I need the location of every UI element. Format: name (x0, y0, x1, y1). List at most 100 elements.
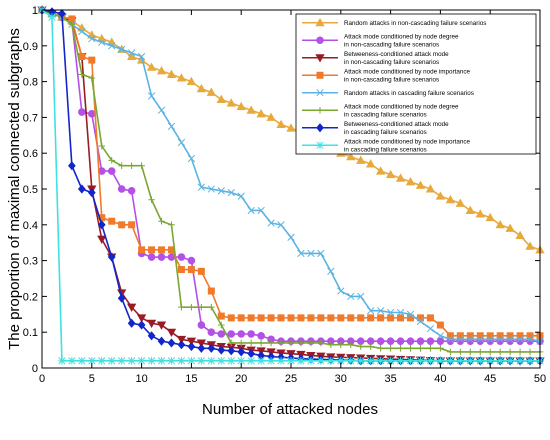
data-point (407, 345, 414, 352)
data-point (147, 92, 156, 100)
data-point (337, 287, 345, 295)
data-point (456, 335, 464, 344)
data-point (457, 348, 464, 356)
data-point (217, 357, 226, 365)
data-point (177, 357, 186, 365)
x-tick-label: 0 (39, 373, 45, 385)
data-point (266, 112, 276, 121)
data-point (78, 108, 86, 116)
data-point (267, 339, 275, 347)
data-point (377, 314, 385, 322)
data-point (217, 345, 226, 355)
data-point (186, 337, 197, 346)
data-point (107, 167, 116, 175)
data-point (247, 206, 255, 215)
legend-label: Betweeness-conditioned attack mode (344, 121, 449, 128)
data-point (526, 357, 534, 365)
legend-marker (316, 71, 324, 79)
data-point (107, 357, 116, 365)
data-point (356, 155, 366, 164)
data-point (58, 357, 66, 365)
data-point (147, 357, 156, 365)
y-tick-label: 0.7 (23, 112, 38, 124)
data-point (108, 157, 116, 164)
legend-label: in non-cascading failure scenarios (344, 41, 439, 48)
data-point (396, 357, 405, 365)
data-point (416, 317, 425, 326)
legend-label: in non-cascading failure scenarios (344, 59, 439, 66)
data-point (127, 186, 136, 195)
data-point (196, 339, 207, 348)
data-point (386, 337, 395, 345)
legend-label: in non-cascading failure scenarios (344, 76, 439, 83)
data-point (396, 337, 405, 345)
legend-entry: Attack mode conditioned by node importan… (302, 139, 471, 153)
data-point (486, 357, 494, 365)
data-point (376, 337, 385, 345)
legend-label: in cascading failure scenarios (344, 111, 427, 118)
data-point (496, 357, 504, 365)
data-point (177, 340, 186, 350)
data-point (136, 314, 147, 323)
data-point (357, 343, 365, 350)
data-point (337, 314, 345, 322)
x-tick-label: 45 (484, 373, 496, 385)
data-point (118, 162, 125, 170)
data-point (426, 324, 435, 333)
data-point (176, 73, 187, 82)
data-point (126, 303, 137, 312)
y-tick-label: 0.6 (23, 148, 38, 160)
data-point (146, 319, 157, 329)
data-point (417, 345, 424, 352)
plot-series (37, 5, 545, 366)
data-point (475, 209, 485, 218)
data-point (78, 71, 86, 78)
data-point (216, 94, 226, 103)
data-point (387, 314, 395, 322)
x-tick-label: 5 (89, 373, 95, 385)
data-point (277, 221, 285, 229)
data-point (347, 314, 355, 322)
data-point (436, 357, 445, 365)
data-point (366, 357, 375, 365)
data-point (427, 345, 434, 352)
data-point (217, 312, 225, 320)
data-point (247, 330, 255, 338)
legend-marker (315, 17, 325, 27)
data-point (486, 335, 494, 344)
data-point (187, 154, 196, 163)
data-point (436, 321, 444, 329)
data-point (88, 110, 96, 118)
data-point (197, 357, 206, 365)
data-point (466, 335, 474, 344)
data-point (287, 233, 295, 241)
data-point (416, 337, 425, 345)
legend: Random attacks in non-cascading failure … (295, 13, 537, 155)
data-point (466, 348, 474, 356)
legend-marker (316, 36, 324, 45)
data-point (337, 341, 345, 349)
data-point (227, 357, 236, 365)
data-point (387, 345, 394, 352)
y-tick-label: 0.8 (23, 77, 38, 89)
x-tick-label: 25 (285, 373, 297, 385)
data-point (347, 292, 355, 301)
data-point (227, 314, 235, 322)
data-point (128, 221, 136, 229)
data-point (108, 217, 116, 225)
data-point (108, 42, 116, 50)
data-point (317, 339, 325, 347)
data-point (137, 357, 146, 365)
data-point (357, 292, 365, 301)
data-point (307, 249, 315, 258)
data-point (227, 346, 236, 356)
legend-box (295, 13, 537, 155)
data-point (317, 314, 325, 322)
legend-marker (316, 89, 324, 97)
data-point (148, 246, 156, 254)
series-2 (38, 6, 544, 345)
data-point (226, 98, 236, 107)
data-point (137, 52, 146, 61)
